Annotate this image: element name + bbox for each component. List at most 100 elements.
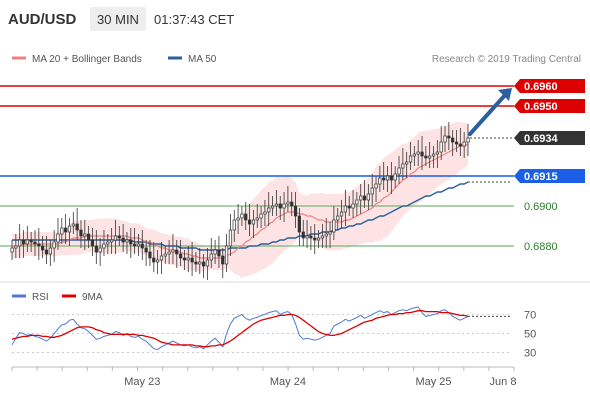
candle-body xyxy=(133,243,137,247)
candle-body xyxy=(324,233,328,237)
candle-body xyxy=(209,253,213,261)
candle-body xyxy=(351,203,355,209)
candle-body xyxy=(336,215,340,221)
candle-body xyxy=(339,211,344,217)
candle-body xyxy=(447,135,451,139)
candle-body xyxy=(186,257,190,261)
candle-body xyxy=(405,161,409,165)
timeframe-label: 30 MIN xyxy=(97,12,139,27)
candle-body xyxy=(156,259,160,263)
candle-body xyxy=(328,231,332,235)
candle-body xyxy=(458,143,462,147)
rsi-tick-label: 50 xyxy=(524,329,536,341)
candle-body xyxy=(171,249,175,253)
candle-body xyxy=(236,217,240,221)
candle-body xyxy=(71,223,75,227)
candle-body xyxy=(102,243,106,249)
candle-body xyxy=(439,141,443,153)
candle-body xyxy=(462,141,466,147)
candle-body xyxy=(33,241,37,245)
candle-body xyxy=(290,201,294,207)
candle-body xyxy=(25,239,29,245)
level-tag-resistance xyxy=(514,79,585,93)
candle-body xyxy=(179,253,183,259)
level-label-support: 0.6900 xyxy=(524,201,558,213)
x-axis: May 23 May 24 May 25 Jun 8 xyxy=(11,366,516,388)
rsi-legend-label: RSI xyxy=(32,292,49,303)
candle-body xyxy=(121,237,125,243)
candle-body xyxy=(217,249,221,257)
candle-body xyxy=(41,245,45,251)
level-label-last: 0.6934 xyxy=(524,133,559,145)
candle-body xyxy=(424,155,428,159)
candle-body xyxy=(113,235,118,241)
candle-body xyxy=(420,151,424,157)
candle-body xyxy=(202,261,206,267)
candle-body xyxy=(370,187,374,195)
candle-body xyxy=(393,173,397,181)
candle-body xyxy=(320,235,324,239)
projection-arrow-head xyxy=(498,88,512,101)
candle-body xyxy=(213,249,217,255)
candle-body xyxy=(408,155,413,163)
candle-body xyxy=(347,205,351,209)
candle-body xyxy=(175,249,179,255)
candle-body xyxy=(29,239,33,243)
candle-body xyxy=(205,259,210,267)
candle-body xyxy=(75,223,79,231)
candle-body xyxy=(297,215,301,233)
level-label-support: 0.6880 xyxy=(524,241,558,253)
candle-body xyxy=(87,233,91,241)
candle-body xyxy=(359,195,363,201)
candle-body xyxy=(374,183,378,189)
candle-body xyxy=(21,239,26,245)
candle-body xyxy=(198,261,202,265)
candle-body xyxy=(228,229,233,247)
candle-body xyxy=(401,163,405,169)
candle-body xyxy=(443,135,447,143)
candle-body xyxy=(37,243,41,247)
candle-body xyxy=(56,233,60,243)
candle-body xyxy=(48,247,52,255)
candle-body xyxy=(136,243,141,247)
candle-body xyxy=(259,213,263,219)
candle-body xyxy=(435,151,439,155)
candle-body xyxy=(274,203,279,207)
candle-body xyxy=(117,235,121,239)
candle-body xyxy=(152,257,156,263)
candle-body xyxy=(293,205,298,217)
ma9-legend-label: 9MA xyxy=(82,292,103,303)
candle-body xyxy=(159,255,164,261)
rsi-panel: 70 50 30 xyxy=(11,306,536,360)
candle-body xyxy=(167,251,171,255)
candle-body xyxy=(255,217,259,221)
candle-body xyxy=(182,257,187,261)
candle-body xyxy=(251,219,256,225)
candle-body xyxy=(343,205,347,213)
candle-body xyxy=(148,251,152,259)
candle-body xyxy=(263,211,267,215)
candle-body xyxy=(416,151,420,155)
level-tag-last xyxy=(514,131,585,145)
candle-body xyxy=(267,207,271,213)
candle-body xyxy=(18,239,22,247)
candle-body xyxy=(313,237,317,241)
candle-body xyxy=(83,233,87,237)
candle-body xyxy=(90,239,95,247)
candle-body xyxy=(382,177,386,181)
candle-body xyxy=(316,237,321,241)
candle-body xyxy=(454,141,459,145)
timeframe-badge[interactable] xyxy=(90,7,146,31)
bollinger-band xyxy=(12,121,468,278)
candle-body xyxy=(44,249,49,255)
candle-body xyxy=(244,213,248,221)
level-tag-pivot xyxy=(514,169,585,183)
candle-body xyxy=(194,261,198,265)
ma20-legend-label: MA 20 + Bollinger Bands xyxy=(32,54,142,65)
x-axis-label: May 24 xyxy=(270,376,306,388)
candle-body xyxy=(305,235,309,239)
price-panel: 0.6960 0.6950 0.6934 0.6915 0.6900 0.6880 xyxy=(0,79,585,280)
candle-body xyxy=(431,153,436,157)
copyright-label: Research © 2019 Trading Central xyxy=(432,54,581,65)
candle-body xyxy=(98,247,102,253)
